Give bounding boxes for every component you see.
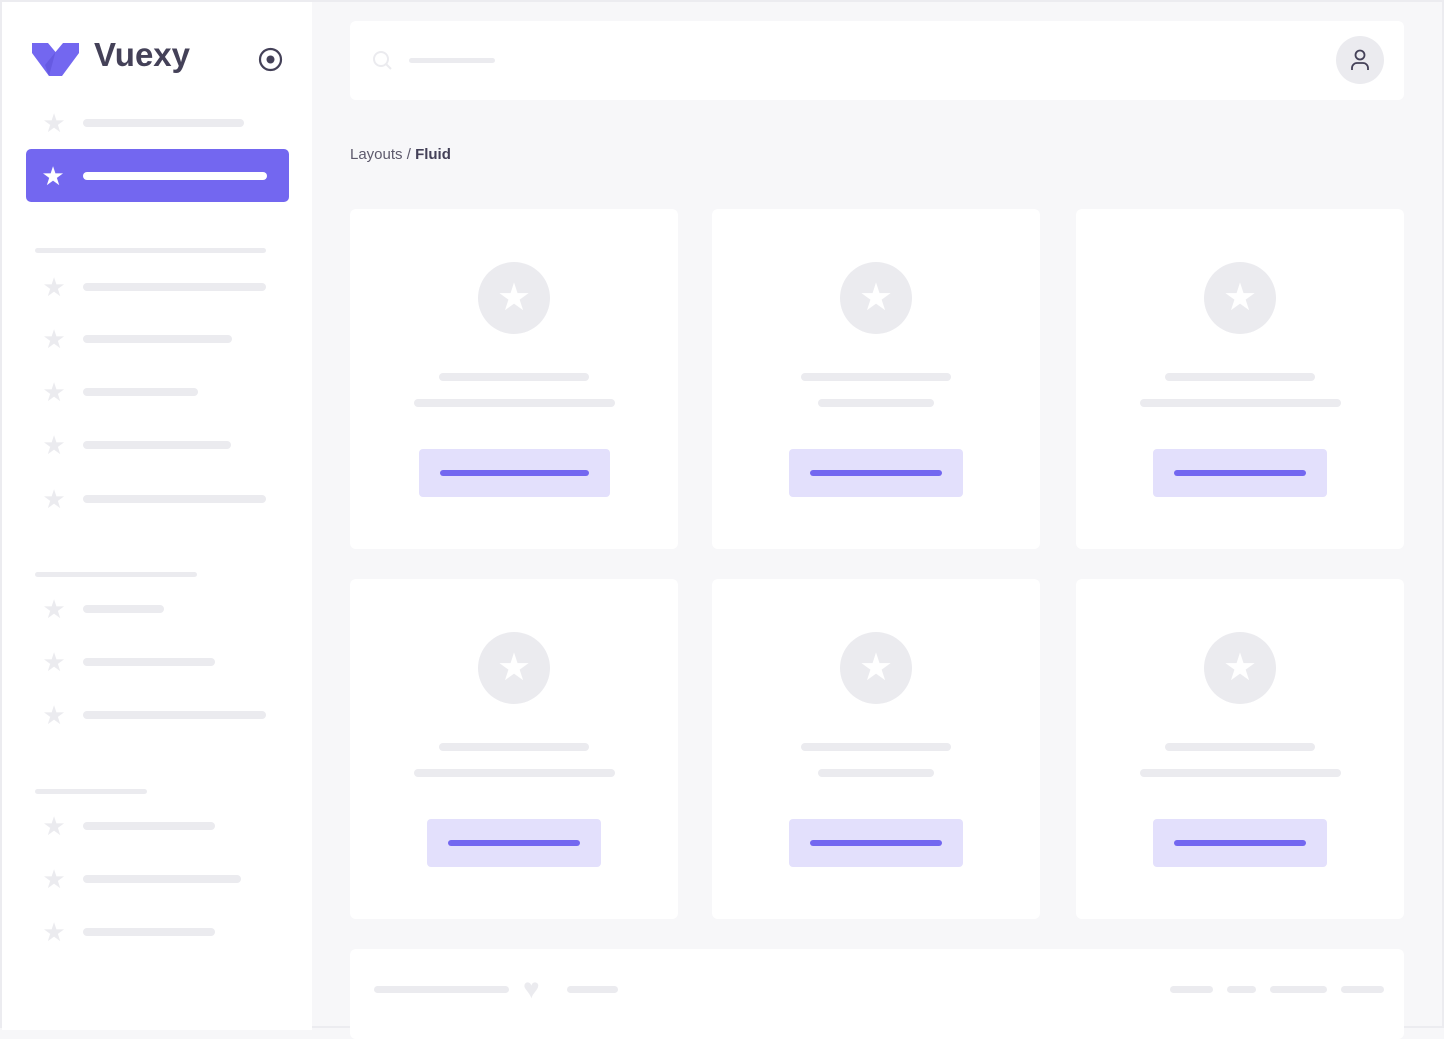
card: ★ <box>712 579 1040 919</box>
star-icon: ★ <box>42 108 66 138</box>
card-button[interactable] <box>1153 449 1327 497</box>
footer-text <box>567 986 618 993</box>
star-icon: ★ <box>42 484 66 514</box>
star-icon: ★ <box>42 594 66 624</box>
sidebar-item-label <box>83 388 198 396</box>
section-header <box>35 248 266 253</box>
footer-text <box>374 986 509 993</box>
breadcrumb-separator: / <box>402 146 416 163</box>
sidebar-item-label <box>83 119 244 127</box>
card-button[interactable] <box>427 819 601 867</box>
footer-link[interactable] <box>1170 986 1213 993</box>
card: ★ <box>1076 209 1404 549</box>
star-icon: ★ <box>42 917 66 947</box>
card: ★ <box>712 209 1040 549</box>
section-header <box>35 789 147 794</box>
card-button[interactable] <box>418 449 610 497</box>
card-button[interactable] <box>789 819 963 867</box>
star-icon: ★ <box>1204 632 1276 704</box>
card-title <box>439 743 589 751</box>
footer-link[interactable] <box>1227 986 1256 993</box>
breadcrumb-current: Fluid <box>415 146 451 163</box>
card-title <box>801 373 951 381</box>
card-text <box>1139 769 1341 777</box>
search-input[interactable] <box>409 58 495 63</box>
card: ★ <box>1076 579 1404 919</box>
star-icon: ★ <box>840 262 912 334</box>
card-title <box>801 743 951 751</box>
user-avatar[interactable] <box>1336 36 1384 84</box>
brand-name: Vuexy <box>94 36 191 73</box>
card-title <box>1165 743 1315 751</box>
sidebar-item-label <box>83 711 266 719</box>
sidebar-item-active[interactable]: ★ <box>26 149 289 202</box>
top-navbar <box>350 21 1404 100</box>
card-text <box>818 399 934 407</box>
star-icon: ★ <box>42 377 66 407</box>
card: ★ <box>350 579 678 919</box>
sidebar-item-label <box>83 441 231 449</box>
sidebar-item-label <box>83 875 241 883</box>
card-text <box>413 399 615 407</box>
star-icon: ★ <box>42 272 66 302</box>
card-button[interactable] <box>1153 819 1327 867</box>
sidebar-item-label <box>83 335 232 343</box>
sidebar-item-label <box>83 495 266 503</box>
star-icon: ★ <box>42 647 66 677</box>
radio-circle-icon[interactable] <box>258 47 283 72</box>
breadcrumb: Layouts / Fluid <box>350 146 451 163</box>
card-text <box>818 769 934 777</box>
star-icon: ★ <box>42 700 66 730</box>
star-icon: ★ <box>42 864 66 894</box>
star-icon: ★ <box>478 262 550 334</box>
card: ★ <box>350 209 678 549</box>
search-icon[interactable] <box>372 50 393 71</box>
user-icon <box>1351 49 1369 70</box>
section-header <box>35 572 197 577</box>
star-icon: ★ <box>42 324 66 354</box>
footer: ♥ <box>350 949 1404 1039</box>
vuexy-logo-icon <box>32 43 79 76</box>
card-text <box>1139 399 1341 407</box>
star-icon: ★ <box>840 632 912 704</box>
footer-link[interactable] <box>1341 986 1384 993</box>
breadcrumb-parent[interactable]: Layouts <box>350 146 403 163</box>
sidebar-item-label <box>83 172 267 180</box>
card-title <box>439 373 589 381</box>
card-title <box>1165 373 1315 381</box>
sidebar-item-label <box>83 605 164 613</box>
sidebar-item-label <box>83 283 266 291</box>
sidebar-item-label <box>83 822 215 830</box>
star-icon: ★ <box>42 430 66 460</box>
card-button[interactable] <box>789 449 963 497</box>
heart-icon: ♥ <box>523 973 540 1004</box>
card-text <box>413 769 615 777</box>
star-icon: ★ <box>478 632 550 704</box>
sidebar-item-label <box>83 928 215 936</box>
sidebar: Vuexy ★ ★ ★ ★ ★ ★ ★ ★ ★ ★ ★ ★ ★ <box>2 2 312 1030</box>
star-icon: ★ <box>1204 262 1276 334</box>
sidebar-item-label <box>83 658 215 666</box>
star-icon: ★ <box>42 811 66 841</box>
footer-link[interactable] <box>1270 986 1327 993</box>
star-icon: ★ <box>41 161 65 191</box>
